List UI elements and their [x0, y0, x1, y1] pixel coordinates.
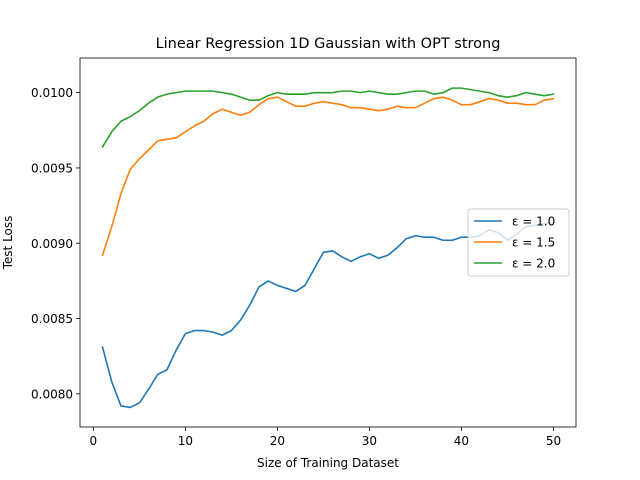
y-axis-ticks: 0.0080 0.0085 0.0090 0.0095 0.0100: [31, 86, 80, 401]
legend-frame: [467, 208, 570, 277]
chart-title: Linear Regression 1D Gaussian with OPT s…: [156, 36, 501, 52]
series-line-3: [101, 87, 555, 148]
y-tick-label: 0.0085: [31, 312, 73, 326]
y-tick-label: 0.0095: [31, 161, 73, 175]
legend-label-1: ε = 1.0: [512, 215, 555, 229]
legend-label-2: ε = 1.5: [512, 236, 555, 250]
axes-frame: [79, 57, 577, 428]
x-tick-label: 10: [178, 434, 193, 448]
y-tick-label: 0.0090: [31, 237, 73, 251]
x-axis-ticks: 0 10 20 30 40 50: [90, 427, 561, 448]
y-tick-label: 0.0100: [31, 86, 73, 100]
x-tick-label: 0: [90, 434, 98, 448]
x-tick-label: 20: [270, 434, 285, 448]
x-axis-label: Size of Training Dataset: [257, 456, 399, 470]
legend: ε = 1.0 ε = 1.5 ε = 2.0: [467, 208, 570, 277]
legend-label-3: ε = 2.0: [512, 257, 555, 271]
y-axis-label: Test Loss: [1, 216, 15, 271]
x-tick-label: 30: [362, 434, 377, 448]
y-tick-label: 0.0080: [31, 387, 73, 401]
series-line-2: [101, 96, 555, 257]
x-tick-label: 40: [454, 434, 469, 448]
x-tick-label: 50: [546, 434, 561, 448]
